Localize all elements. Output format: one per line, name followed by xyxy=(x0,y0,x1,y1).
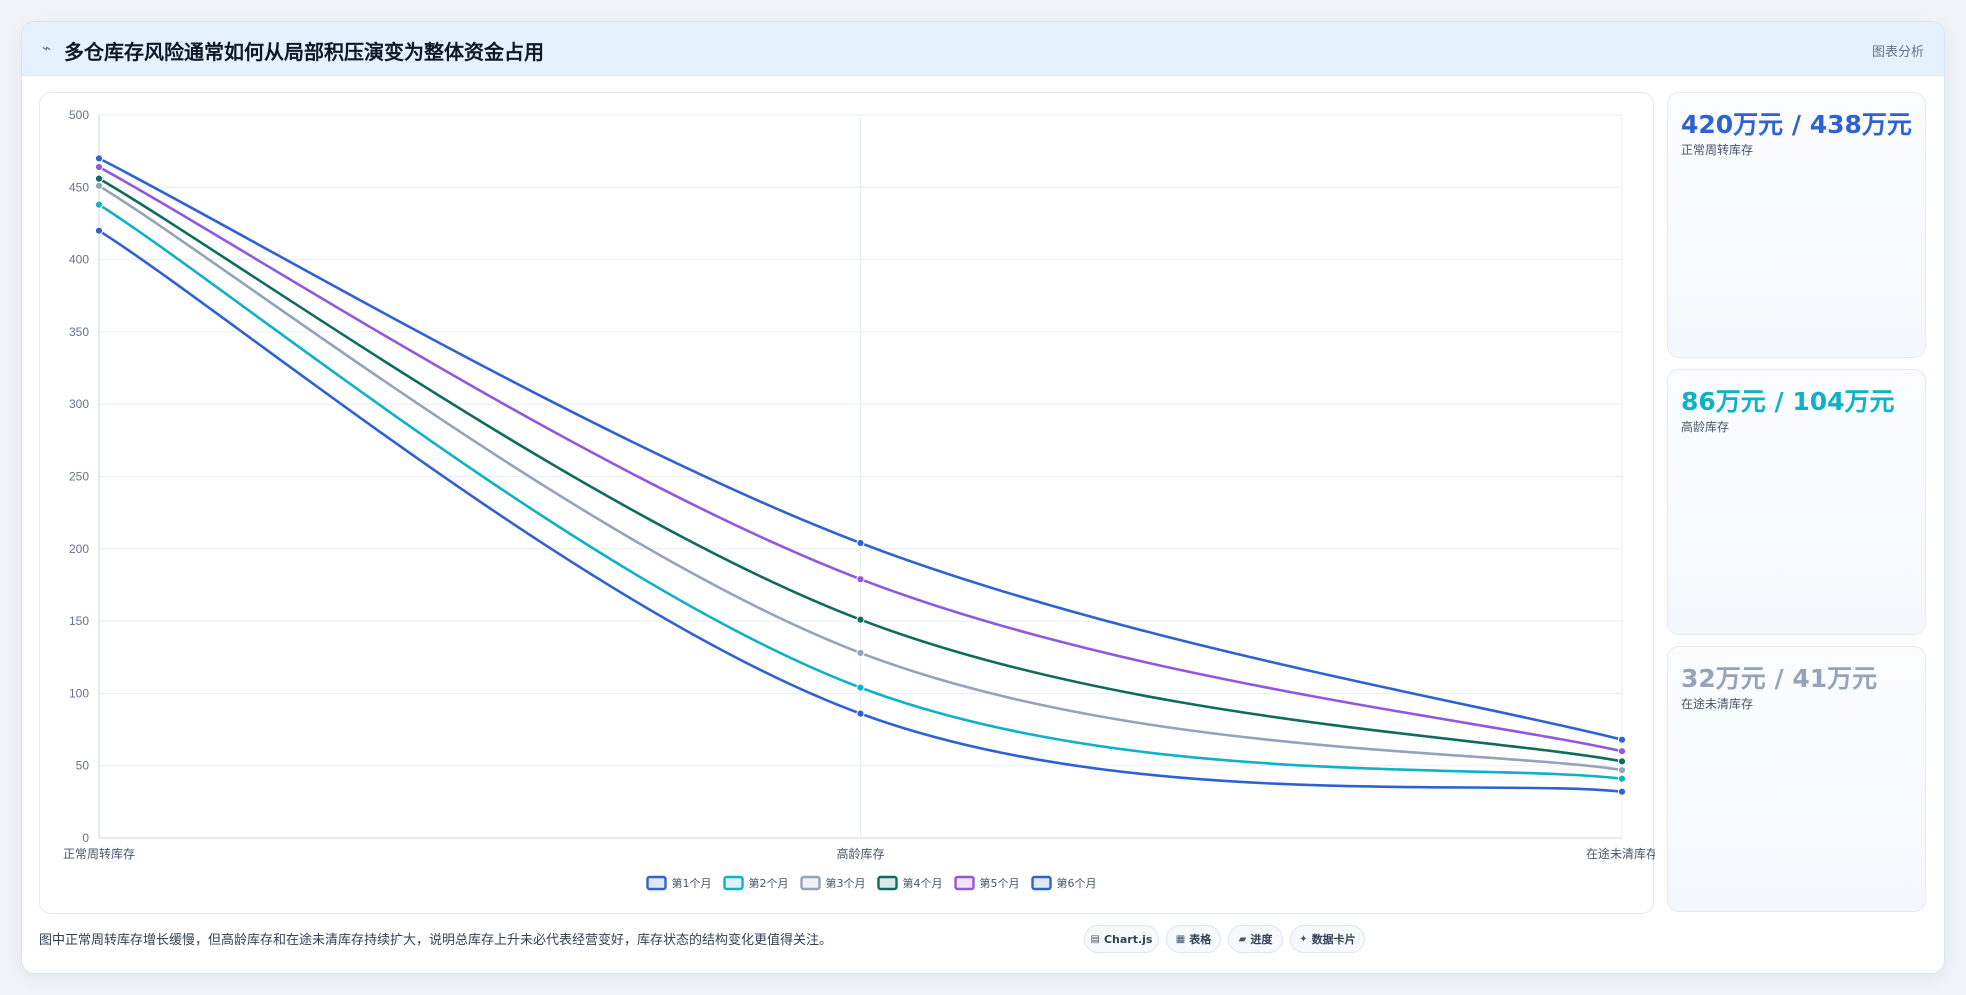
series-line-1 xyxy=(98,229,1623,794)
data-card-button[interactable]: ✦ 数据卡片 xyxy=(1290,925,1365,953)
table-icon: ▦ xyxy=(1175,933,1186,945)
data-point-2 xyxy=(94,200,104,209)
data-point-5 xyxy=(1617,747,1627,756)
kpi-label: 高龄库存 xyxy=(1681,420,1730,434)
y-tick-label: 450 xyxy=(69,180,89,194)
data-point-4 xyxy=(856,615,865,624)
legend-swatch xyxy=(877,875,898,891)
kpi-value: 420万元 / 438万元 xyxy=(1681,110,1912,139)
data-point-3 xyxy=(94,181,104,190)
kpi-value: 86万元 / 104万元 xyxy=(1681,387,1895,416)
data-point-4 xyxy=(1617,757,1627,766)
data-point-2 xyxy=(856,683,865,692)
data-card-icon: ✦ xyxy=(1299,933,1308,945)
data-point-2 xyxy=(1617,774,1627,783)
y-tick-label: 400 xyxy=(69,253,89,267)
legend-label: 第3个月 xyxy=(826,876,866,890)
progress-icon: ▰ xyxy=(1238,933,1247,945)
data-point-3 xyxy=(856,648,865,658)
kpi-label: 正常周转库存 xyxy=(1681,143,1754,157)
legend-swatch xyxy=(646,875,667,891)
x-tick-label: 在途未清库存 xyxy=(1586,846,1655,861)
series-line-2 xyxy=(98,203,1623,781)
legend-swatch xyxy=(723,875,744,891)
kpi-label: 在途未清库存 xyxy=(1681,697,1754,711)
kpi-card-aged: 86万元 / 104万元 高龄库存 xyxy=(1667,369,1926,635)
kpi-card-in-transit: 32万元 / 41万元 在途未清库存 xyxy=(1667,646,1926,912)
card-header: ⌁ 多仓库存风险通常如何从局部积压演变为整体资金占用 图表分析 xyxy=(22,22,1944,76)
chartjs-icon: ▤ xyxy=(1090,933,1100,945)
y-tick-label: 350 xyxy=(69,325,89,339)
y-tick-label: 100 xyxy=(69,686,89,700)
legend-label: 第2个月 xyxy=(749,876,789,890)
progress-button[interactable]: ▰ 进度 xyxy=(1228,925,1283,953)
y-tick-label: 300 xyxy=(69,397,89,411)
y-tick-label: 200 xyxy=(69,542,89,556)
y-tick-label: 0 xyxy=(82,831,89,845)
legend-swatch xyxy=(1031,875,1052,891)
data-point-3 xyxy=(1617,765,1627,775)
legend-label: 第4个月 xyxy=(903,876,943,890)
chart-note: 图中正常周转库存增长缓慢，但高龄库存和在途未清库存持续扩大，说明总库存上升未必代… xyxy=(39,933,833,948)
legend-swatch xyxy=(800,875,821,891)
data-point-6 xyxy=(856,538,865,548)
kpi-card-normal: 420万元 / 438万元 正常周转库存 xyxy=(1667,92,1926,358)
x-tick-label: 高龄库存 xyxy=(836,846,884,861)
data-point-5 xyxy=(94,162,104,172)
data-point-1 xyxy=(1617,787,1627,796)
chart-analysis-label: 图表分析 xyxy=(1871,45,1924,60)
page-title: 多仓库存风险通常如何从局部积压演变为整体资金占用 xyxy=(64,40,544,64)
legend-label: 第1个月 xyxy=(672,876,712,890)
kpi-value: 32万元 / 41万元 xyxy=(1681,664,1878,693)
progress-label: 进度 xyxy=(1250,933,1273,946)
line-chart: 0 50 100 150 200 250 300 350 400 450 500 正常周转库存 高龄库存… xyxy=(63,108,1655,891)
legend-swatch xyxy=(954,875,975,891)
legend-label: 第5个月 xyxy=(980,876,1020,890)
data-point-1 xyxy=(94,226,104,235)
data-point-6 xyxy=(1617,735,1627,744)
series-line-3 xyxy=(98,184,1623,772)
chart-card: ⌁ 多仓库存风险通常如何从局部积压演变为整体资金占用 图表分析 0 50 100 15… xyxy=(21,21,1945,974)
table-button[interactable]: ▦ 表格 xyxy=(1166,925,1221,953)
table-label: 表格 xyxy=(1189,933,1212,946)
data-point-4 xyxy=(94,174,104,183)
y-tick-label: 500 xyxy=(69,108,89,122)
data-card-label: 数据卡片 xyxy=(1311,933,1356,946)
data-point-5 xyxy=(856,575,865,584)
y-tick-label: 250 xyxy=(69,470,89,484)
chart-panel: 0 50 100 150 200 250 300 350 400 450 500 正常周转库存 高龄库存… xyxy=(39,92,1655,914)
chartjs-button[interactable]: ▤ Chart.js xyxy=(1084,925,1159,953)
legend-label: 第6个月 xyxy=(1057,876,1097,890)
y-tick-label: 50 xyxy=(76,759,90,773)
x-tick-label: 正常周转库存 xyxy=(63,846,135,861)
chart-icon: ⌁ xyxy=(42,39,52,57)
y-tick-label: 150 xyxy=(69,614,89,628)
data-point-1 xyxy=(856,709,865,718)
chartjs-label: Chart.js xyxy=(1103,932,1153,946)
data-point-6 xyxy=(94,154,104,163)
